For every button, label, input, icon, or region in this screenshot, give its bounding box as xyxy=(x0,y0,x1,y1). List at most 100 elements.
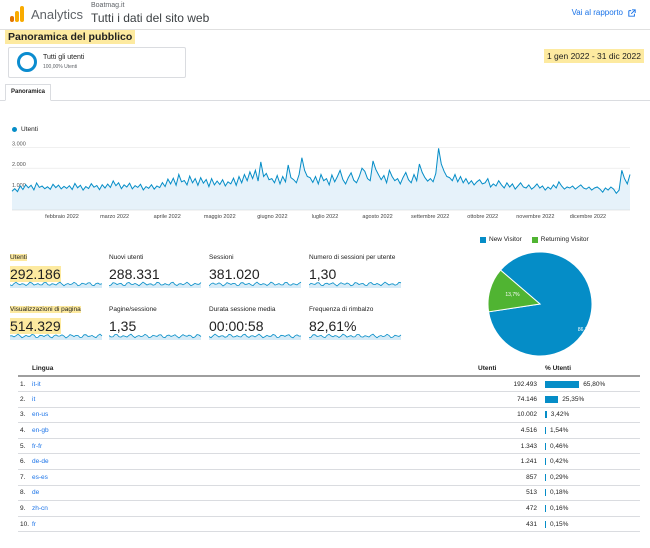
language-link[interactable]: en-us xyxy=(30,407,478,424)
percent-bar xyxy=(545,442,546,450)
metric-name: Durata sessione media xyxy=(209,306,276,313)
x-tick-label: luglio 2022 xyxy=(312,214,339,220)
metric-card[interactable]: Durata sessione media 00:00:58 xyxy=(209,298,305,340)
users-value: 857 xyxy=(478,469,545,486)
new-visitor-swatch-icon xyxy=(480,236,486,243)
language-link[interactable]: de xyxy=(30,485,478,502)
tab-overview[interactable]: Panoramica xyxy=(5,84,51,101)
metric-card[interactable]: Sessioni 381.020 xyxy=(209,246,305,288)
segment-circle-icon xyxy=(17,52,37,72)
metric-card[interactable]: Nuovi utenti 288.331 xyxy=(109,246,205,288)
table-header-row: Lingua Utenti % Utenti xyxy=(18,362,640,376)
chart-legend: Utenti xyxy=(12,126,38,133)
metric-card[interactable]: Visualizzazioni di pagina 514.329 xyxy=(10,298,106,340)
users-value: 192.493 xyxy=(478,376,545,393)
date-range-picker[interactable]: 1 gen 2022 - 31 dic 2022 xyxy=(543,49,644,63)
pie-slice-label: 13,7% xyxy=(505,292,520,298)
property-account[interactable]: Boatmag.it xyxy=(91,2,125,9)
metric-value: 1,35 xyxy=(109,318,137,334)
percent-value: 65,80% xyxy=(583,380,606,388)
app-name: Analytics xyxy=(31,7,84,22)
series-line-utenti xyxy=(11,148,631,195)
metric-value: 00:00:58 xyxy=(209,318,264,334)
page-title: Panoramica del pubblico xyxy=(5,30,136,44)
users-value: 10.002 xyxy=(478,407,545,424)
percent-value: 0,16% xyxy=(550,505,569,513)
y-tick-label: 3.000 xyxy=(12,141,26,147)
property-view[interactable]: Tutti i dati del sito web xyxy=(91,11,210,25)
metric-name: Utenti xyxy=(10,254,27,261)
language-link[interactable]: zh-cn xyxy=(30,500,478,517)
tab-bar: Panoramica xyxy=(0,84,650,101)
legend-new-visitor-label: New Visitor xyxy=(489,236,522,243)
segment-percent: 100,00% Utenti xyxy=(43,64,78,70)
table-row: 2. it 74.146 25,35% xyxy=(18,391,640,408)
visitor-pie-chart[interactable]: 86,3% 13,7% xyxy=(486,250,594,358)
language-link[interactable]: en-gb xyxy=(30,422,478,439)
metric-card[interactable]: Frequenza di rimbalzo 82,61% xyxy=(309,298,405,340)
language-link[interactable]: es-es xyxy=(30,469,478,486)
segment-card[interactable]: Tutti gli utenti 100,00% Utenti xyxy=(8,47,186,78)
percent-value: 0,15% xyxy=(550,520,569,528)
metric-value: 82,61% xyxy=(309,318,357,334)
metric-name: Nuovi utenti xyxy=(109,254,144,261)
percent-bar xyxy=(545,458,546,466)
language-link[interactable]: de-de xyxy=(30,453,478,471)
table-row: 3. en-us 10.002 3,42% xyxy=(18,407,640,424)
table-row: 1. it-it 192.493 65,80% xyxy=(18,376,640,393)
metric-name: Pagine/sessione xyxy=(109,306,157,313)
metric-value: 292.186 xyxy=(10,266,61,282)
header-users[interactable]: Utenti xyxy=(478,365,497,372)
language-link[interactable]: fr xyxy=(30,516,478,533)
percent-bar xyxy=(545,473,546,481)
open-external-icon xyxy=(628,8,636,17)
language-link[interactable]: it xyxy=(30,391,478,408)
metric-sparkline xyxy=(209,281,302,288)
table-row: 9. zh-cn 472 0,16% xyxy=(18,500,640,517)
segment-name: Tutti gli utenti xyxy=(43,54,85,61)
metric-value: 288.331 xyxy=(109,266,160,282)
y-tick-label: 2.000 xyxy=(12,162,26,168)
metric-sparkline xyxy=(10,281,103,288)
metric-sparkline xyxy=(209,333,302,340)
row-number: 5. xyxy=(18,438,30,455)
metric-card[interactable]: Utenti 292.186 xyxy=(10,246,106,288)
metric-sparkline xyxy=(10,333,103,340)
metric-card[interactable]: Numero di sessioni per utente 1,30 xyxy=(309,246,405,288)
header-users-percent[interactable]: % Utenti xyxy=(545,365,571,372)
users-value: 472 xyxy=(478,500,545,517)
header-language[interactable]: Lingua xyxy=(32,365,54,372)
users-value: 74.146 xyxy=(478,391,545,408)
language-link[interactable]: it-it xyxy=(30,376,478,393)
top-bar: Analytics Boatmag.it Tutti i dati del si… xyxy=(0,0,650,30)
users-line-chart[interactable]: 3.000 2.000 1.000 febbraio 2022 marzo 2022 ap… xyxy=(0,135,650,225)
legend-new-visitor: New Visitor xyxy=(480,236,522,243)
table-row: 7. es-es 857 0,29% xyxy=(18,469,640,486)
table-row: 8. de 513 0,18% xyxy=(18,485,640,502)
percent-bar xyxy=(545,427,546,435)
go-to-report-label: Vai al rapporto xyxy=(571,8,623,17)
legend-label: Utenti xyxy=(21,126,38,133)
percent-value: 0,18% xyxy=(550,489,569,497)
row-number: 4. xyxy=(18,422,30,439)
legend-returning-visitor: Returning Visitor xyxy=(531,236,589,243)
users-value: 1.241 xyxy=(478,453,545,471)
users-value: 4.516 xyxy=(478,422,545,439)
metric-name: Sessioni xyxy=(209,254,234,261)
table-row: 4. en-gb 4.516 1,54% xyxy=(18,422,640,439)
metric-card[interactable]: Pagine/sessione 1,35 xyxy=(109,298,205,340)
metric-name: Frequenza di rimbalzo xyxy=(309,306,374,313)
go-to-report-link[interactable]: Vai al rapporto xyxy=(572,8,636,17)
metric-value: 381.020 xyxy=(209,266,260,282)
metric-name: Visualizzazioni di pagina xyxy=(10,306,81,313)
x-tick-label: dicembre 2022 xyxy=(570,214,606,220)
percent-value: 0,29% xyxy=(550,473,569,481)
analytics-logo-icon[interactable] xyxy=(10,6,24,22)
language-link[interactable]: fr-fr xyxy=(30,438,478,455)
users-value: 1.343 xyxy=(478,438,545,455)
table-row: 6. de-de 1.241 0,42% xyxy=(18,453,640,471)
percent-bar xyxy=(545,489,546,497)
x-tick-label: maggio 2022 xyxy=(204,214,236,220)
metric-value: 514.329 xyxy=(10,318,61,334)
language-table: Lingua Utenti % Utenti 1. it-it 192.493 65,… xyxy=(18,362,640,533)
